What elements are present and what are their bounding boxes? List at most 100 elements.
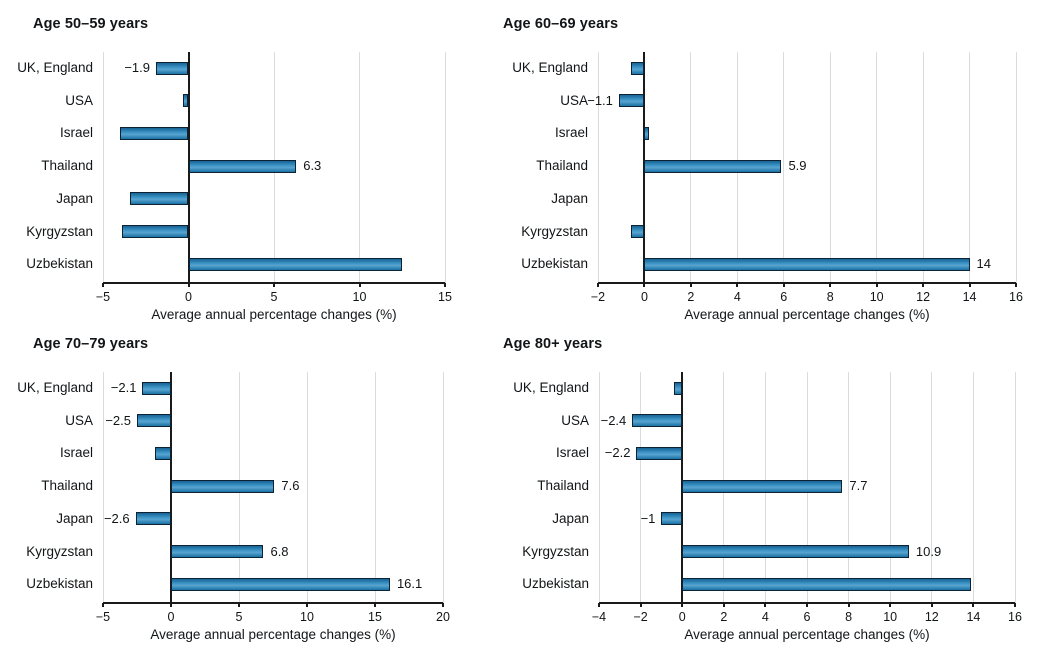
gridline (876, 52, 878, 283)
x-axis-line (103, 282, 445, 284)
tick-mark (806, 603, 808, 607)
tick-mark (597, 283, 599, 287)
tick-label: 12 (916, 290, 931, 304)
category-label: Israel (555, 445, 589, 461)
tick-label: 2 (720, 610, 728, 624)
category-label: USA (561, 412, 589, 428)
tick-mark (972, 603, 975, 607)
tick-label: 15 (368, 610, 382, 624)
bar-israel (120, 126, 189, 140)
category-label-column: UK, England USA Israel Thailand Japan Kyrgyzs… (486, 52, 588, 283)
bar-uk-england (156, 61, 189, 75)
gridline (640, 372, 642, 603)
plot-area: −2 0 2 4 6 8 10 12 14 16 −1.1 5.9 14 (587, 52, 1023, 304)
gridline (972, 372, 974, 603)
x-axis-title: Average annual percentage changes (%) (150, 627, 396, 642)
value-label: −2.1 (110, 380, 137, 395)
category-label: USA (65, 412, 93, 428)
gridline (922, 52, 924, 283)
bar-uzbekistan (188, 257, 403, 271)
category-label-column: UK, England USA Israel Thailand Japan Kyrgyzs… (487, 372, 589, 603)
value-label: 6.3 (303, 158, 322, 174)
panel-title-age-70-79: Age 70–79 years (33, 336, 149, 352)
gridline (102, 52, 104, 283)
category-label: Uzbekistan (26, 256, 93, 272)
tick-mark (1014, 603, 1016, 607)
gridline (889, 372, 891, 603)
tick-mark (170, 603, 172, 607)
category-label: Thailand (536, 158, 588, 174)
tick-label: −4 (591, 610, 607, 624)
bar-kyrgyzstan (682, 545, 909, 558)
category-label: Japan (56, 510, 93, 526)
bar-japan (130, 192, 189, 206)
tick-label: 10 (352, 290, 367, 304)
tick-mark (875, 283, 878, 287)
tick-mark (643, 283, 646, 287)
category-label: Japan (551, 190, 588, 206)
tick-label: −5 (95, 610, 111, 624)
category-label: UK, England (512, 60, 588, 75)
x-axis-line (598, 282, 1016, 284)
gridline (598, 372, 600, 603)
bar-usa (632, 414, 683, 428)
tick-mark (736, 283, 739, 287)
category-label: Israel (554, 125, 588, 141)
gridline (374, 372, 376, 603)
tick-label: 20 (436, 610, 450, 624)
tick-label: 4 (733, 290, 741, 304)
gridline (442, 372, 444, 603)
bar-israel (636, 446, 683, 460)
category-label: USA (65, 92, 93, 108)
bar-uk-england (673, 381, 683, 395)
category-label: Thailand (41, 158, 93, 174)
gridline (931, 372, 933, 603)
tick-label: 8 (845, 610, 853, 624)
tick-label: 0 (678, 610, 686, 624)
gridline (969, 52, 971, 283)
bar-uzbekistan (682, 577, 972, 591)
tick-label: 6 (780, 290, 788, 304)
value-label: −1.9 (124, 60, 151, 75)
bar-uk-england (630, 61, 645, 75)
tick-label: 0 (185, 290, 192, 304)
tick-mark (374, 603, 376, 607)
category-label: Israel (59, 445, 93, 461)
bar-thailand (682, 479, 843, 493)
panel-title-age-50-59: Age 50–59 years (33, 16, 149, 32)
tick-label: 14 (962, 290, 977, 304)
category-label: Kyrgyzstan (522, 543, 589, 559)
tick-label: 14 (966, 610, 981, 624)
category-label: UK, England (17, 60, 93, 75)
tick-mark (722, 603, 725, 607)
category-label: UK, England (17, 380, 93, 395)
tick-mark (102, 603, 104, 607)
value-label: −1 (640, 510, 656, 526)
tick-label: 10 (300, 610, 314, 624)
tick-mark (930, 603, 933, 607)
bar-japan (661, 512, 683, 526)
bar-kyrgyzstan (121, 225, 189, 238)
category-label: Kyrgyzstan (26, 223, 93, 239)
bar-uzbekistan (644, 257, 970, 271)
panel-title-age-80-plus: Age 80+ years (503, 336, 603, 352)
bar-thailand (644, 159, 782, 173)
tick-mark (639, 603, 642, 607)
bar-usa (137, 414, 171, 428)
bar-uk-england (142, 381, 171, 395)
tick-label: −5 (95, 290, 111, 304)
gridline (1014, 372, 1016, 603)
tick-label: 12 (924, 610, 939, 624)
tick-label: 0 (640, 290, 648, 304)
tick-label: 5 (235, 610, 243, 624)
category-label: UK, England (513, 380, 589, 395)
category-label: Uzbekistan (521, 256, 588, 272)
tick-mark (764, 603, 767, 607)
x-axis-title: Average annual percentage changes (%) (684, 627, 930, 642)
tick-mark (847, 603, 850, 607)
tick-label: 16 (1009, 290, 1023, 304)
tick-mark (306, 603, 308, 607)
value-label: −2.5 (105, 412, 131, 428)
value-label: 6.8 (270, 543, 289, 559)
